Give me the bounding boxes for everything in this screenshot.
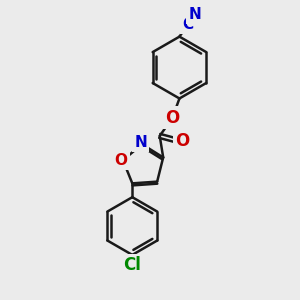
Text: O: O (176, 132, 190, 150)
Text: O: O (165, 109, 179, 127)
Text: O: O (114, 153, 128, 168)
Text: N: N (189, 7, 201, 22)
Text: Cl: Cl (123, 256, 141, 274)
Text: N: N (134, 135, 147, 150)
Text: C: C (183, 16, 194, 32)
